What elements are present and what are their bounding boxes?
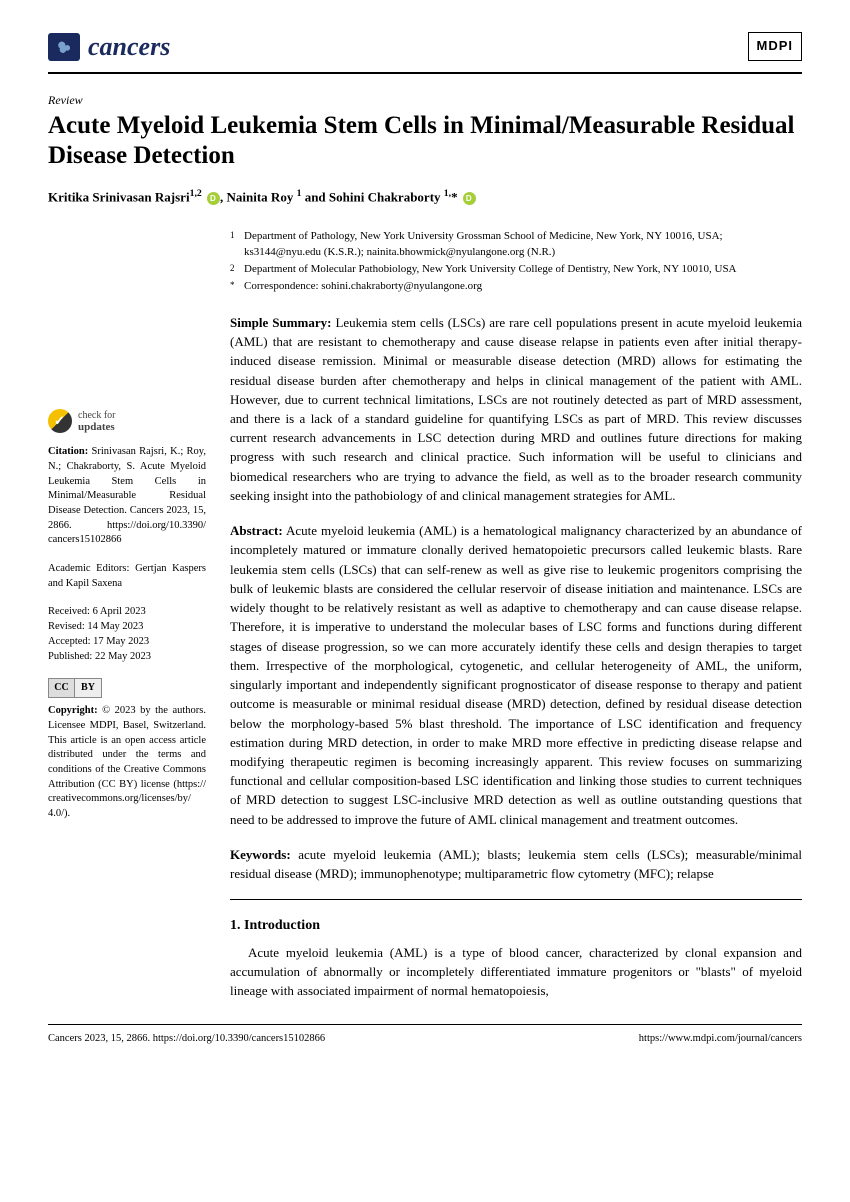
abstract: Abstract: Acute myeloid leukemia (AML) i…	[230, 521, 802, 829]
journal-block: cancers	[48, 28, 170, 66]
journal-logo-icon	[48, 33, 80, 61]
by-icon: BY	[75, 679, 101, 697]
cc-icon: CC	[49, 679, 75, 697]
accepted-date: Accepted: 17 May 2023	[48, 635, 206, 650]
section-heading-intro: 1. Introduction	[230, 916, 802, 936]
citation-text: Srinivasan Rajsri, K.; Roy, N.; Chakrabo…	[48, 446, 206, 545]
keywords-label: Keywords:	[230, 847, 291, 862]
main-column: 1Department of Pathology, New York Unive…	[230, 229, 802, 1000]
article-title: Acute Myeloid Leukemia Stem Cells in Min…	[48, 111, 802, 171]
correspondence: *Correspondence: sohini.chakraborty@nyul…	[230, 279, 802, 294]
editors-block: Academic Editors: Gertjan Kaspers and Ka…	[48, 562, 206, 591]
check-updates-icon	[48, 409, 72, 433]
affiliation-2: 2Department of Molecular Pathobiology, N…	[230, 262, 802, 277]
citation-label: Citation:	[48, 446, 88, 457]
check-updates-label: check for updates	[78, 410, 115, 433]
author-line: Kritika Srinivasan Rajsri1,2 , Nainita R…	[48, 187, 802, 207]
editors-label: Academic Editors:	[48, 563, 135, 574]
corresponding-star: *	[451, 189, 458, 204]
header-bar: cancers MDPI	[48, 28, 802, 74]
footer-left: Cancers 2023, 15, 2866. https://doi.org/…	[48, 1031, 325, 1046]
revised-date: Revised: 14 May 2023	[48, 620, 206, 635]
check-for-updates-button[interactable]: check for updates	[48, 409, 206, 433]
affiliation-list: 1Department of Pathology, New York Unive…	[230, 229, 802, 295]
cc-by-badge[interactable]: CC BY	[48, 678, 102, 698]
orcid-icon[interactable]	[207, 192, 220, 205]
copyright-label: Copyright:	[48, 705, 98, 716]
abstract-text: Acute myeloid leukemia (AML) is a hemato…	[230, 523, 802, 827]
intro-paragraph: Acute myeloid leukemia (AML) is a type o…	[230, 943, 802, 1001]
orcid-icon[interactable]	[463, 192, 476, 205]
abstract-label: Abstract:	[230, 523, 283, 538]
article-type: Review	[48, 92, 802, 109]
summary-label: Simple Summary:	[230, 315, 331, 330]
affiliation-1: 1Department of Pathology, New York Unive…	[230, 229, 802, 260]
author-3-affil: 1,	[444, 188, 451, 199]
author-1-affil: 1,2	[190, 188, 202, 199]
received-date: Received: 6 April 2023	[48, 605, 206, 620]
author-1: Kritika Srinivasan Rajsri	[48, 189, 190, 204]
keywords-text: acute myeloid leukemia (AML); blasts; le…	[230, 847, 802, 881]
author-2: , Nainita Roy	[220, 189, 293, 204]
summary-text: Leukemia stem cells (LSCs) are rare cell…	[230, 315, 802, 503]
section-divider	[230, 899, 802, 900]
publisher-badge: MDPI	[748, 32, 803, 61]
author-3: and Sohini Chakraborty	[301, 189, 440, 204]
keywords: Keywords: acute myeloid leukemia (AML); …	[230, 845, 802, 883]
copyright-block: Copyright: © 2023 by the authors. Licens…	[48, 704, 206, 822]
simple-summary: Simple Summary: Leukemia stem cells (LSC…	[230, 313, 802, 505]
copyright-text: © 2023 by the authors. Licensee MDPI, Ba…	[48, 705, 206, 819]
dates-block: Received: 6 April 2023 Revised: 14 May 2…	[48, 605, 206, 664]
sidebar: check for updates Citation: Srinivasan R…	[48, 229, 206, 1000]
citation-block: Citation: Srinivasan Rajsri, K.; Roy, N.…	[48, 445, 206, 548]
page-footer: Cancers 2023, 15, 2866. https://doi.org/…	[48, 1024, 802, 1046]
published-date: Published: 22 May 2023	[48, 650, 206, 665]
journal-name: cancers	[88, 28, 170, 66]
footer-right[interactable]: https://www.mdpi.com/journal/cancers	[639, 1031, 802, 1046]
